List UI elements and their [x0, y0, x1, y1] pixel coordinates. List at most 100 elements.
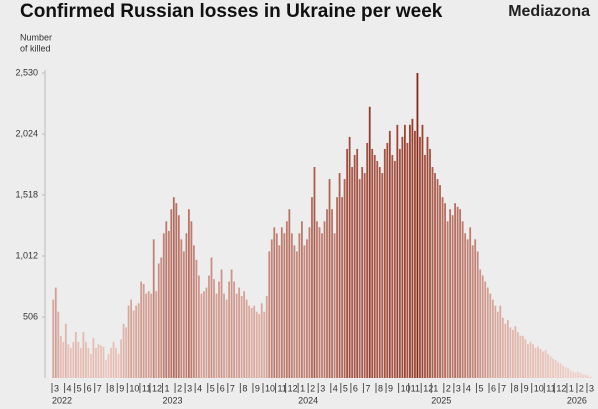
bar [127, 305, 130, 378]
x-tick-label: 6 [87, 383, 92, 393]
bar [303, 245, 306, 378]
bar [554, 359, 557, 378]
chart-title: Confirmed Russian losses in Ukraine per … [20, 1, 443, 22]
bar [378, 167, 381, 378]
bar [393, 161, 396, 378]
bar [130, 299, 133, 378]
x-tick-label: 3 [456, 383, 461, 393]
year-label: 2023 [163, 395, 183, 405]
bar [371, 148, 374, 378]
bar [323, 221, 326, 378]
bar [167, 230, 170, 378]
bar [481, 275, 484, 378]
x-tick-label: 6 [491, 383, 496, 393]
bar [537, 346, 539, 378]
x-tick-label: 3 [589, 383, 594, 393]
bar [193, 245, 195, 378]
bar [95, 347, 97, 378]
x-tick-label: 8 [514, 383, 519, 393]
bar [524, 339, 527, 378]
bar [233, 281, 235, 378]
bar [328, 179, 331, 378]
bar [401, 136, 404, 378]
bar [285, 221, 288, 378]
bar [466, 239, 469, 378]
bar [504, 323, 507, 378]
bar [351, 167, 354, 378]
year-label: 2026 [567, 395, 587, 405]
bar [195, 259, 198, 378]
bar [87, 347, 90, 378]
bar [301, 221, 303, 378]
bar [386, 142, 389, 378]
bar [172, 197, 175, 378]
bar [67, 344, 70, 378]
bar [311, 197, 313, 378]
bar [547, 353, 549, 378]
bar [152, 239, 155, 378]
bar [59, 335, 62, 378]
bar [72, 341, 75, 378]
bar [145, 293, 148, 378]
bar [306, 239, 308, 378]
bar [132, 310, 135, 378]
bar [582, 374, 585, 378]
bar [283, 233, 286, 378]
bar [534, 347, 537, 378]
bar [57, 311, 60, 378]
x-tick-label: 4 [197, 383, 202, 393]
x-tick-label: 10 [401, 383, 411, 393]
x-tick-label: 5 [210, 383, 215, 393]
brand: Mediazona [508, 3, 590, 20]
bar [115, 347, 117, 378]
bar [140, 281, 143, 378]
bar [501, 317, 504, 378]
x-tick-label: 9 [255, 383, 260, 393]
bar [343, 179, 346, 378]
x-tick-label: 12 [556, 383, 566, 393]
bar [185, 233, 188, 378]
bar [205, 287, 208, 378]
bar [449, 209, 451, 378]
bar [313, 167, 316, 378]
x-tick-label: 2 [579, 383, 584, 393]
bar [341, 197, 343, 378]
bar [208, 275, 210, 378]
bar [112, 341, 115, 378]
bar [82, 332, 85, 378]
bar [416, 73, 419, 378]
bar [162, 233, 165, 378]
x-tick-label: 3 [187, 383, 192, 393]
bar [464, 233, 467, 378]
x-tick-label: 6 [220, 383, 225, 393]
y-tick-label: 506 [23, 311, 38, 321]
bar [336, 197, 338, 378]
bar [125, 327, 127, 378]
bar [489, 293, 492, 378]
bar [496, 311, 499, 378]
bar [406, 142, 409, 378]
bar [177, 215, 180, 378]
x-tick-label: 1 [569, 383, 574, 393]
bar [157, 263, 160, 378]
x-tick-label: 5 [478, 383, 483, 393]
bar [441, 197, 444, 378]
bar [584, 374, 587, 378]
bar [260, 303, 263, 378]
bar [318, 227, 321, 378]
x-tick-label: 4 [333, 383, 338, 393]
bar [245, 299, 248, 378]
bar [69, 347, 72, 378]
bar [326, 209, 328, 378]
bar [200, 293, 203, 378]
bar [436, 179, 439, 378]
bar [388, 130, 391, 378]
bar [147, 291, 150, 378]
bar [102, 346, 105, 378]
bar [426, 136, 429, 378]
bar [461, 221, 464, 378]
bar [471, 245, 474, 378]
bar [539, 349, 542, 378]
x-tick-label: 11 [142, 383, 151, 393]
year-label: 2025 [431, 395, 451, 405]
